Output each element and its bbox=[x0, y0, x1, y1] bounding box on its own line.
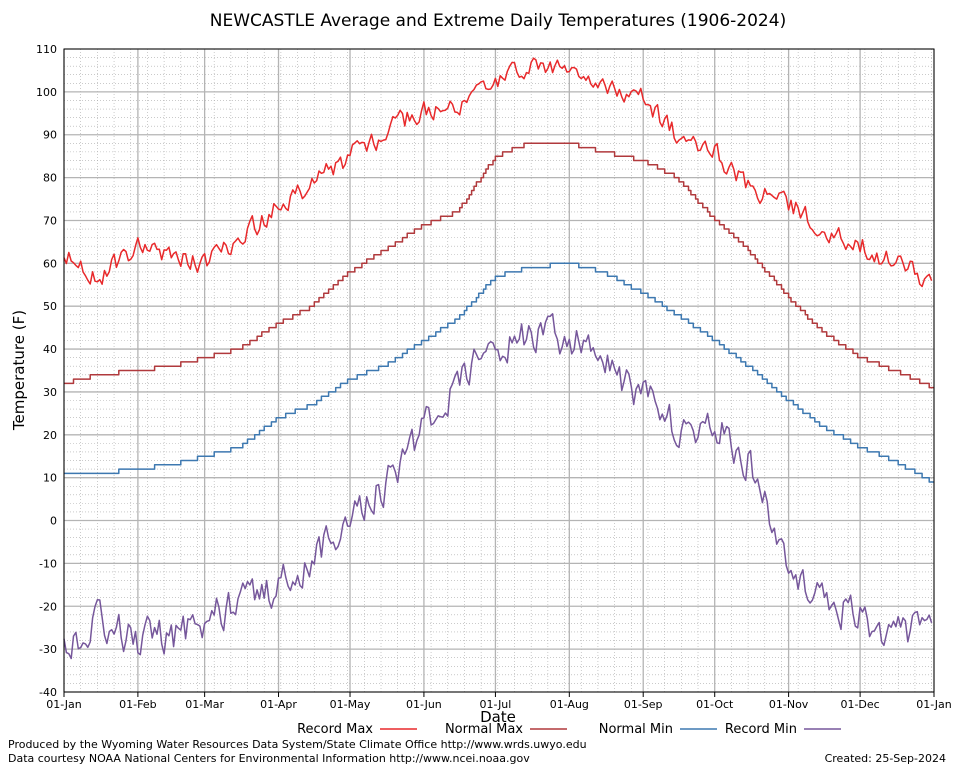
x-tick-label: 01-Dec bbox=[840, 698, 879, 711]
series-line-record-min bbox=[63, 313, 933, 660]
y-tick-label: 0 bbox=[50, 515, 57, 528]
major-grid bbox=[63, 48, 935, 693]
y-axis-label: Temperature (F) bbox=[10, 310, 28, 431]
x-tick-label: 01-Mar bbox=[185, 698, 224, 711]
y-tick-label: 20 bbox=[43, 429, 57, 442]
y-tick-label: 90 bbox=[43, 129, 57, 142]
legend-label-record-max: Record Max bbox=[297, 722, 373, 737]
x-tick-label: 01-Apr bbox=[260, 698, 297, 711]
series-line-normal-min bbox=[64, 262, 934, 483]
y-tick-label: 60 bbox=[43, 257, 57, 270]
y-axis-ticks: -40 -30 -20 -10 0 10 20 30 40 50 60 70 80 90 100 110 bbox=[36, 43, 57, 699]
legend-label-normal-min: Normal Min bbox=[599, 722, 673, 737]
footer-created-date: Created: 25-Sep-2024 bbox=[824, 752, 946, 765]
legend-label-record-min: Record Min bbox=[725, 722, 797, 737]
x-tick-label: 01-Nov bbox=[769, 698, 809, 711]
x-tick-label: 01-Jan bbox=[46, 698, 82, 711]
y-tick-label: -40 bbox=[39, 686, 57, 699]
legend-label-normal-max: Normal Max bbox=[445, 722, 523, 737]
legend: Record Max Normal Max Normal Min Record Min bbox=[297, 722, 841, 737]
y-tick-label: 100 bbox=[36, 86, 57, 99]
y-tick-label: -20 bbox=[39, 600, 57, 613]
footer-produced-by: Produced by the Wyoming Water Resources … bbox=[8, 738, 587, 751]
y-tick-label: -10 bbox=[39, 557, 57, 570]
x-tick-label: 01-Jun bbox=[406, 698, 442, 711]
x-axis-ticks: 01-Jan 01-Feb 01-Mar 01-Apr 01-May 01-Jun 01-J… bbox=[46, 692, 952, 711]
minor-grid bbox=[63, 49, 934, 692]
y-tick-label: -30 bbox=[39, 643, 57, 656]
plot-frame bbox=[63, 48, 935, 693]
series-line-record-max bbox=[63, 57, 933, 288]
x-tick-label: 01-Sep bbox=[624, 698, 663, 711]
x-axis-label: Date bbox=[480, 708, 516, 726]
y-tick-label: 10 bbox=[43, 472, 57, 485]
footer-data-courtesy: Data courtesy NOAA National Centers for … bbox=[8, 752, 530, 765]
x-tick-label: 01-Aug bbox=[550, 698, 589, 711]
y-tick-label: 70 bbox=[43, 214, 57, 227]
x-tick-label: 01-May bbox=[330, 698, 371, 711]
x-tick-label: 01-Jan bbox=[916, 698, 952, 711]
y-tick-label: 40 bbox=[43, 343, 57, 356]
y-tick-label: 80 bbox=[43, 172, 57, 185]
y-tick-label: 110 bbox=[36, 43, 57, 56]
series-lines bbox=[63, 57, 934, 660]
series-line-normal-max bbox=[64, 142, 934, 389]
chart-title: NEWCASTLE Average and Extreme Daily Temp… bbox=[210, 11, 786, 31]
x-tick-label: 01-Oct bbox=[696, 698, 734, 711]
y-tick-label: 50 bbox=[43, 300, 57, 313]
y-tick-label: 30 bbox=[43, 386, 57, 399]
x-tick-label: 01-Feb bbox=[119, 698, 156, 711]
x-tick-label: 01-Jul bbox=[479, 698, 511, 711]
